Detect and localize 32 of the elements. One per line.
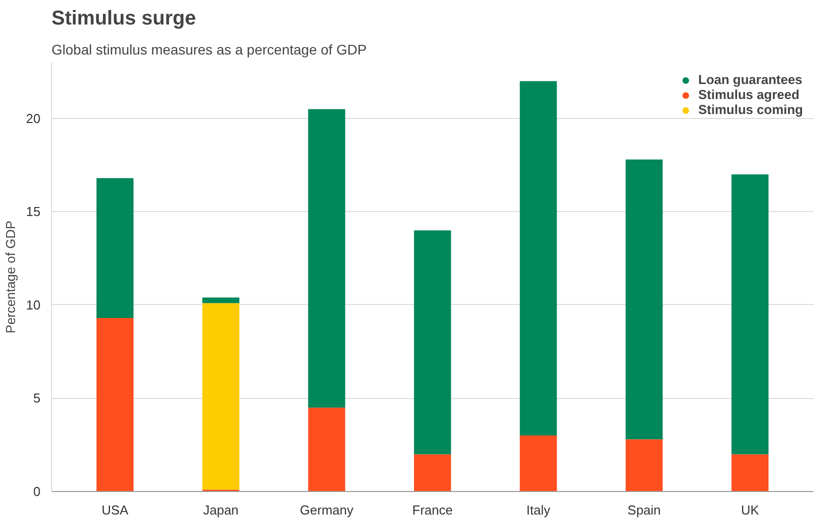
bar <box>96 178 134 318</box>
x-tick-label: USA <box>102 502 129 518</box>
legend-label: Stimulus agreed <box>698 87 800 102</box>
bar <box>308 408 346 492</box>
x-tick-label: Italy <box>526 502 551 518</box>
x-tick-label: Germany <box>300 502 354 518</box>
legend-label: Loan guarantees <box>698 72 802 87</box>
bar <box>202 298 240 304</box>
bar <box>626 159 663 440</box>
y-tick-label: 15 <box>26 204 41 220</box>
bar <box>520 81 557 436</box>
bar <box>96 318 134 492</box>
y-tick-label: 0 <box>33 484 41 499</box>
x-tick-label: Japan <box>203 502 239 518</box>
legend-label: Stimulus coming <box>698 102 803 117</box>
y-axis-title: Percentage of GDP <box>3 220 18 334</box>
bar <box>414 454 452 492</box>
bar <box>202 303 240 490</box>
bar <box>414 230 452 454</box>
y-tick-label: 20 <box>26 110 41 126</box>
chart-title: Stimulus surge <box>52 8 196 30</box>
y-tick-label: 5 <box>33 390 41 406</box>
x-tick-label: Spain <box>628 502 661 518</box>
x-tick-label: France <box>412 502 453 518</box>
bar <box>731 174 769 454</box>
bar <box>731 454 769 492</box>
bar <box>626 439 663 492</box>
bar <box>308 109 346 408</box>
chart-subtitle: Global stimulus measures as a percentage of GDP <box>52 42 367 58</box>
bar <box>520 436 557 492</box>
x-tick-label: UK <box>740 502 760 518</box>
y-tick-label: 10 <box>26 297 41 312</box>
